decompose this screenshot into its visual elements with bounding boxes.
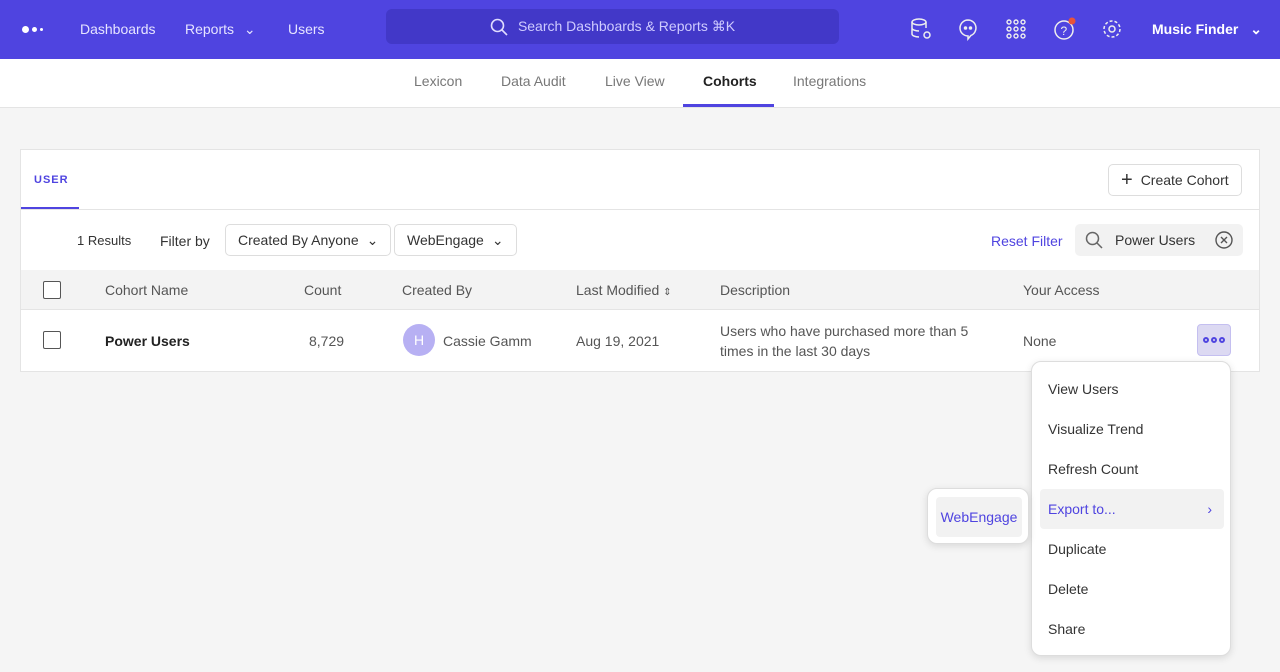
avatar: H bbox=[403, 324, 435, 356]
search-placeholder: Search Dashboards & Reports ⌘K bbox=[517, 18, 736, 34]
menu-visualize-trend[interactable]: Visualize Trend bbox=[1048, 421, 1144, 437]
row-options-menu: View Users Visualize Trend Refresh Count… bbox=[1031, 361, 1231, 656]
menu-export-to[interactable]: Export to... › bbox=[1040, 489, 1224, 529]
menu-delete[interactable]: Delete bbox=[1048, 581, 1089, 597]
chevron-down-icon: ⌄ bbox=[366, 231, 379, 248]
sort-icon: ⇕ bbox=[663, 287, 672, 298]
cohort-search[interactable]: Power Users bbox=[1075, 224, 1243, 256]
column-count[interactable]: Count bbox=[304, 282, 342, 298]
creator-name: Cassie Gamm bbox=[443, 333, 532, 349]
chevron-right-icon: › bbox=[1207, 501, 1212, 517]
column-created-by[interactable]: Created By bbox=[402, 282, 473, 298]
project-selector[interactable]: Music Finder ⌄ bbox=[1152, 21, 1262, 38]
table-header: Cohort Name Count Created By Last Modifi… bbox=[21, 270, 1259, 310]
cohort-name[interactable]: Power Users bbox=[105, 333, 190, 349]
more-icon bbox=[1203, 337, 1225, 343]
tab-lexicon[interactable]: Lexicon bbox=[414, 73, 463, 89]
search-icon bbox=[490, 18, 508, 36]
tab-live-view[interactable]: Live View bbox=[605, 73, 665, 89]
divider bbox=[21, 209, 1259, 210]
top-bar: Dashboards Reports ⌄ Users Search Dashbo… bbox=[0, 0, 1280, 59]
active-tab-indicator bbox=[683, 104, 774, 107]
menu-refresh-count[interactable]: Refresh Count bbox=[1048, 461, 1139, 477]
global-search[interactable]: Search Dashboards & Reports ⌘K bbox=[386, 9, 839, 44]
source-filter-value: WebEngage bbox=[407, 232, 484, 248]
nav-reports-label: Reports bbox=[185, 21, 235, 37]
cohorts-card: USER + Create Cohort 1 Results Filter by … bbox=[20, 149, 1260, 372]
tab-data-audit[interactable]: Data Audit bbox=[501, 73, 566, 89]
filter-by-label: Filter by bbox=[160, 233, 210, 249]
column-last-modified-label: Last Modified bbox=[576, 282, 660, 298]
export-webengage[interactable]: WebEngage bbox=[936, 497, 1022, 537]
last-modified: Aug 19, 2021 bbox=[576, 333, 660, 349]
chevron-down-icon: ⌄ bbox=[491, 231, 504, 248]
tab-cohorts[interactable]: Cohorts bbox=[703, 73, 757, 89]
row-checkbox[interactable] bbox=[43, 331, 61, 349]
project-name: Music Finder bbox=[1152, 21, 1239, 37]
more-options-button[interactable] bbox=[1197, 324, 1231, 356]
reset-filter-link[interactable]: Reset Filter bbox=[991, 233, 1063, 249]
cohort-search-input[interactable]: Power Users bbox=[1115, 232, 1196, 248]
plus-icon: + bbox=[1121, 168, 1133, 191]
cohort-description: Users who have purchased more than 5 tim… bbox=[720, 323, 969, 359]
column-your-access[interactable]: Your Access bbox=[1023, 282, 1100, 298]
sub-nav: Lexicon Data Audit Live View Cohorts Int… bbox=[0, 59, 1280, 108]
column-cohort-name[interactable]: Cohort Name bbox=[105, 282, 189, 298]
cohort-count: 8,729 bbox=[309, 333, 345, 349]
create-cohort-label: Create Cohort bbox=[1140, 172, 1229, 188]
menu-duplicate[interactable]: Duplicate bbox=[1048, 541, 1107, 557]
chevron-down-icon: ⌄ bbox=[243, 21, 256, 37]
nav-users[interactable]: Users bbox=[288, 21, 325, 37]
logo[interactable] bbox=[22, 26, 43, 33]
nav-dashboards[interactable]: Dashboards bbox=[80, 21, 156, 37]
search-icon bbox=[1085, 231, 1103, 249]
tab-user[interactable]: USER bbox=[34, 174, 69, 186]
chat-icon[interactable] bbox=[956, 17, 980, 41]
clear-icon[interactable] bbox=[1215, 231, 1233, 249]
column-last-modified[interactable]: Last Modified ⇕ bbox=[576, 282, 672, 298]
created-by-filter[interactable]: Created By Anyone ⌄ bbox=[225, 224, 392, 256]
export-submenu: WebEngage bbox=[927, 488, 1029, 544]
tab-integrations[interactable]: Integrations bbox=[793, 73, 867, 89]
menu-export-label: Export to... bbox=[1048, 501, 1116, 517]
menu-share[interactable]: Share bbox=[1048, 621, 1086, 637]
source-filter[interactable]: WebEngage ⌄ bbox=[394, 224, 517, 256]
select-all-checkbox[interactable] bbox=[43, 281, 61, 299]
svg-text:?: ? bbox=[1061, 24, 1068, 38]
column-description[interactable]: Description bbox=[720, 282, 791, 298]
access-level: None bbox=[1023, 333, 1057, 349]
gear-icon[interactable] bbox=[1100, 17, 1124, 41]
apps-grid-icon[interactable] bbox=[1004, 17, 1028, 41]
nav-reports[interactable]: Reports ⌄ bbox=[185, 21, 256, 38]
menu-view-users[interactable]: View Users bbox=[1048, 381, 1119, 397]
database-settings-icon[interactable] bbox=[909, 17, 933, 41]
results-count: 1 Results bbox=[77, 233, 132, 248]
chevron-down-icon: ⌄ bbox=[1250, 21, 1262, 37]
created-by-filter-value: Created By Anyone bbox=[238, 232, 359, 248]
user-tab-indicator bbox=[21, 207, 79, 209]
help-icon[interactable]: ? bbox=[1053, 17, 1077, 41]
create-cohort-button[interactable]: + Create Cohort bbox=[1108, 164, 1242, 196]
